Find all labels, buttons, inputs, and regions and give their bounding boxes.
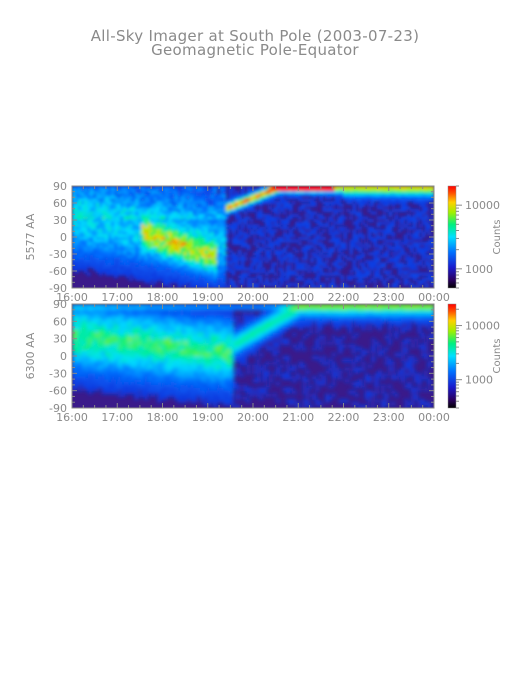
panel-6300-ytick-label: -90 xyxy=(49,402,67,415)
panel-5577-ytick-label: 90 xyxy=(53,180,67,193)
panel-5577-xtick-label: 18:00 xyxy=(147,291,179,304)
panel-5577-xtick-label: 22:00 xyxy=(328,291,360,304)
panel-6300-xtick-label: 17:00 xyxy=(101,411,133,424)
panel-6300-xtick-label: 00:00 xyxy=(418,411,450,424)
panel-5577-cb-tick-label: 1000 xyxy=(465,263,493,276)
panel-6300-ytick-label: 0 xyxy=(60,350,67,363)
panel-6300-ytick-label: -30 xyxy=(49,367,67,380)
panel-5577-xtick-label: 00:00 xyxy=(418,291,450,304)
panel-5577-ytick-label: -30 xyxy=(49,248,67,261)
colorbar-5577 xyxy=(447,185,457,289)
panel-6300-ytick-label: 60 xyxy=(53,315,67,328)
panel-6300-cb-label: Counts xyxy=(492,339,503,374)
panel-5577-ytick-label: 60 xyxy=(53,197,67,210)
panel-5577-xtick-label: 16:00 xyxy=(56,291,88,304)
panel-5577-ytick-label: 30 xyxy=(53,214,67,227)
panel-5577-heatmap xyxy=(72,186,434,288)
chart-subtitle: Geomagnetic Pole-Equator xyxy=(151,41,359,59)
panel-5577-ytick-label: 0 xyxy=(60,231,67,244)
panel-6300-cb-tick-label: 10000 xyxy=(465,320,500,333)
panel-5577-xtick-label: 21:00 xyxy=(282,291,314,304)
panel-6300-xtick-label: 22:00 xyxy=(328,411,360,424)
chart-title: All-Sky Imager at South Pole (2003-07-23… xyxy=(90,27,420,45)
panel-5577-cb-tick-label: 10000 xyxy=(465,199,500,212)
panel-6300-xtick-label: 23:00 xyxy=(373,411,405,424)
panel-6300-ylabel: 6300 AA xyxy=(24,332,37,379)
panel-5577-ytick-label: -90 xyxy=(49,282,67,295)
panel-6300-xtick-label: 20:00 xyxy=(237,411,269,424)
panel-6300-xtick-label: 16:00 xyxy=(56,411,88,424)
panel-5577-xtick-label: 17:00 xyxy=(101,291,133,304)
panel-5577-ytick-label: -60 xyxy=(49,265,67,278)
panel-6300-cb-tick-label: 1000 xyxy=(465,374,493,387)
panel-6300-ytick-label: 30 xyxy=(53,333,67,346)
panel-5577-xtick-label: 19:00 xyxy=(192,291,224,304)
panel-6300-ytick-label: 90 xyxy=(53,298,67,311)
panel-6300-xtick-label: 19:00 xyxy=(192,411,224,424)
panel-5577-xtick-label: 23:00 xyxy=(373,291,405,304)
panel-6300-heatmap xyxy=(72,304,434,408)
panel-5577-xtick-label: 20:00 xyxy=(237,291,269,304)
panel-5577-ylabel: 5577 AA xyxy=(24,213,37,260)
colorbar-6300 xyxy=(447,303,457,409)
panel-6300-ytick-label: -60 xyxy=(49,385,67,398)
panel-6300-xtick-label: 18:00 xyxy=(147,411,179,424)
panel-5577-cb-label: Counts xyxy=(492,220,503,255)
panel-6300-xtick-label: 21:00 xyxy=(282,411,314,424)
